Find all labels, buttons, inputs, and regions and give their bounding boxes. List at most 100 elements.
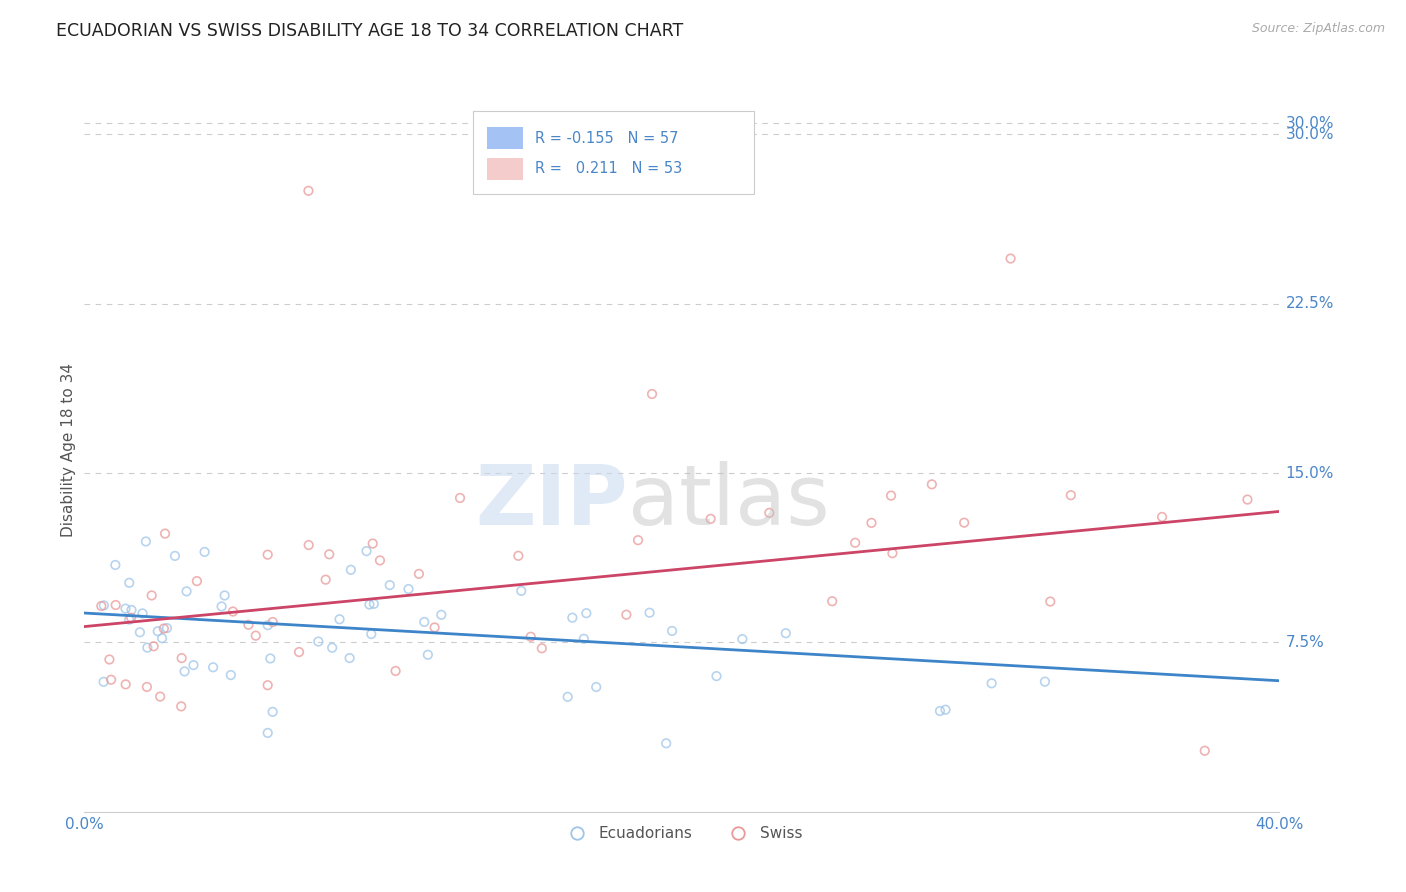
Point <box>1039 594 1062 608</box>
Point <box>104 558 127 572</box>
Point <box>508 549 530 563</box>
Point <box>98 652 121 666</box>
Point <box>614 607 637 622</box>
Point <box>315 573 337 587</box>
Point <box>530 641 553 656</box>
Point <box>135 680 157 694</box>
Point <box>256 726 278 740</box>
Point <box>118 613 141 627</box>
Point <box>321 640 343 655</box>
Y-axis label: Disability Age 18 to 34: Disability Age 18 to 34 <box>60 363 76 538</box>
Point <box>318 547 340 561</box>
Point <box>153 526 176 541</box>
Point <box>953 516 976 530</box>
Text: 15.0%: 15.0% <box>1285 466 1334 481</box>
Point <box>128 625 150 640</box>
Point <box>135 534 157 549</box>
Point <box>1194 744 1216 758</box>
Point <box>638 606 661 620</box>
Text: ZIP: ZIP <box>475 460 628 541</box>
Point <box>176 584 198 599</box>
Text: 22.5%: 22.5% <box>1285 296 1334 311</box>
Text: Source: ZipAtlas.com: Source: ZipAtlas.com <box>1251 22 1385 36</box>
Point <box>222 605 245 619</box>
Point <box>519 630 541 644</box>
Point <box>575 606 598 620</box>
Point <box>307 634 329 648</box>
Point <box>256 548 278 562</box>
Point <box>238 617 260 632</box>
Point <box>170 699 193 714</box>
Point <box>882 546 904 560</box>
Point <box>121 603 143 617</box>
Text: 30.0%: 30.0% <box>1285 127 1334 142</box>
Point <box>170 651 193 665</box>
Point <box>775 626 797 640</box>
Point <box>363 597 385 611</box>
Point <box>256 618 278 632</box>
Point <box>929 704 952 718</box>
Point <box>661 624 683 638</box>
Point <box>1033 674 1056 689</box>
Point <box>585 680 607 694</box>
Point <box>93 674 115 689</box>
Point <box>186 574 208 588</box>
Point <box>214 589 236 603</box>
Point <box>131 607 153 621</box>
Point <box>163 549 186 563</box>
Point <box>510 583 533 598</box>
Point <box>156 621 179 635</box>
Point <box>1000 252 1022 266</box>
Point <box>262 705 284 719</box>
Point <box>93 599 115 613</box>
Point <box>262 615 284 629</box>
Point <box>211 599 233 614</box>
Text: 30.0%: 30.0% <box>1285 116 1334 130</box>
Legend: Ecuadorians, Swiss: Ecuadorians, Swiss <box>555 821 808 847</box>
Point <box>104 598 127 612</box>
FancyBboxPatch shape <box>472 111 754 194</box>
Point <box>114 677 136 691</box>
Point <box>844 535 866 549</box>
Point <box>219 668 242 682</box>
Point <box>641 387 664 401</box>
Point <box>173 665 195 679</box>
Point <box>259 651 281 665</box>
FancyBboxPatch shape <box>486 128 523 149</box>
Point <box>980 676 1002 690</box>
Point <box>699 512 721 526</box>
Point <box>90 599 112 613</box>
Point <box>430 607 453 622</box>
Point <box>572 632 595 646</box>
Point <box>706 669 728 683</box>
Point <box>1152 510 1174 524</box>
Point <box>328 612 350 626</box>
Point <box>1236 492 1258 507</box>
Point <box>557 690 579 704</box>
Text: atlas: atlas <box>628 460 830 541</box>
Point <box>449 491 471 505</box>
FancyBboxPatch shape <box>486 158 523 179</box>
Point <box>359 598 381 612</box>
Point <box>398 582 420 596</box>
Point <box>340 563 363 577</box>
Point <box>118 575 141 590</box>
Point <box>194 545 217 559</box>
Point <box>655 736 678 750</box>
Point <box>416 648 439 662</box>
Text: R =   0.211   N = 53: R = 0.211 N = 53 <box>534 161 682 177</box>
Point <box>921 477 943 491</box>
Point <box>627 533 650 548</box>
Point <box>142 640 165 654</box>
Point <box>339 651 361 665</box>
Point <box>1060 488 1083 502</box>
Point <box>360 627 382 641</box>
Point <box>297 184 319 198</box>
Text: R = -0.155   N = 57: R = -0.155 N = 57 <box>534 131 679 145</box>
Point <box>114 601 136 615</box>
Point <box>860 516 883 530</box>
Point <box>141 589 163 603</box>
Text: ECUADORIAN VS SWISS DISABILITY AGE 18 TO 34 CORRELATION CHART: ECUADORIAN VS SWISS DISABILITY AGE 18 TO… <box>56 22 683 40</box>
Point <box>378 578 401 592</box>
Point <box>821 594 844 608</box>
